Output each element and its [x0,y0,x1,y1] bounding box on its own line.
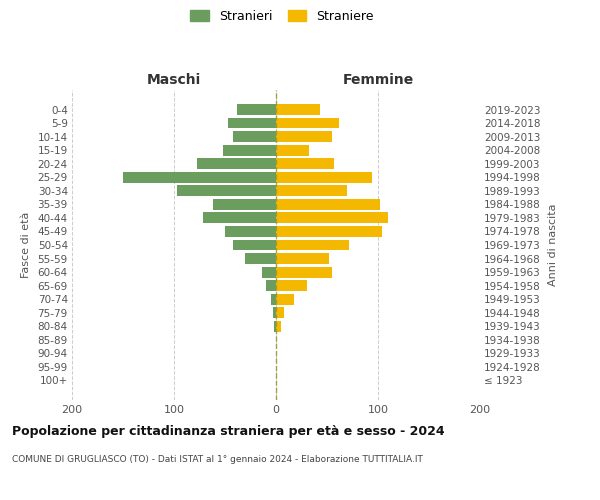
Bar [276,118,339,128]
Text: Femmine: Femmine [343,74,413,88]
Bar [276,308,284,318]
Bar [223,144,276,156]
Bar [197,158,276,169]
Bar [276,280,307,291]
Text: Popolazione per cittadinanza straniera per età e sesso - 2024: Popolazione per cittadinanza straniera p… [12,425,445,438]
Bar [276,144,308,156]
Bar [266,280,276,291]
Bar [123,172,276,182]
Bar [225,226,276,237]
Bar [245,253,276,264]
Bar [276,199,380,210]
Bar [276,266,332,278]
Bar [276,131,332,142]
Text: Maschi: Maschi [147,74,201,88]
Bar [276,172,372,182]
Bar [177,186,276,196]
Y-axis label: Anni di nascita: Anni di nascita [548,204,558,286]
Bar [271,294,276,304]
Bar [276,104,320,115]
Bar [276,321,281,332]
Legend: Stranieri, Straniere: Stranieri, Straniere [187,6,377,26]
Bar [276,186,347,196]
Bar [273,308,276,318]
Bar [276,253,329,264]
Bar [203,212,276,224]
Bar [276,158,334,169]
Bar [237,104,276,115]
Y-axis label: Fasce di età: Fasce di età [20,212,31,278]
Bar [233,240,276,250]
Text: COMUNE DI GRUGLIASCO (TO) - Dati ISTAT al 1° gennaio 2024 - Elaborazione TUTTITA: COMUNE DI GRUGLIASCO (TO) - Dati ISTAT a… [12,455,423,464]
Bar [276,294,295,304]
Bar [233,131,276,142]
Bar [274,321,276,332]
Bar [276,212,388,224]
Bar [262,266,276,278]
Bar [276,226,382,237]
Bar [228,118,276,128]
Bar [276,240,349,250]
Bar [213,199,276,210]
